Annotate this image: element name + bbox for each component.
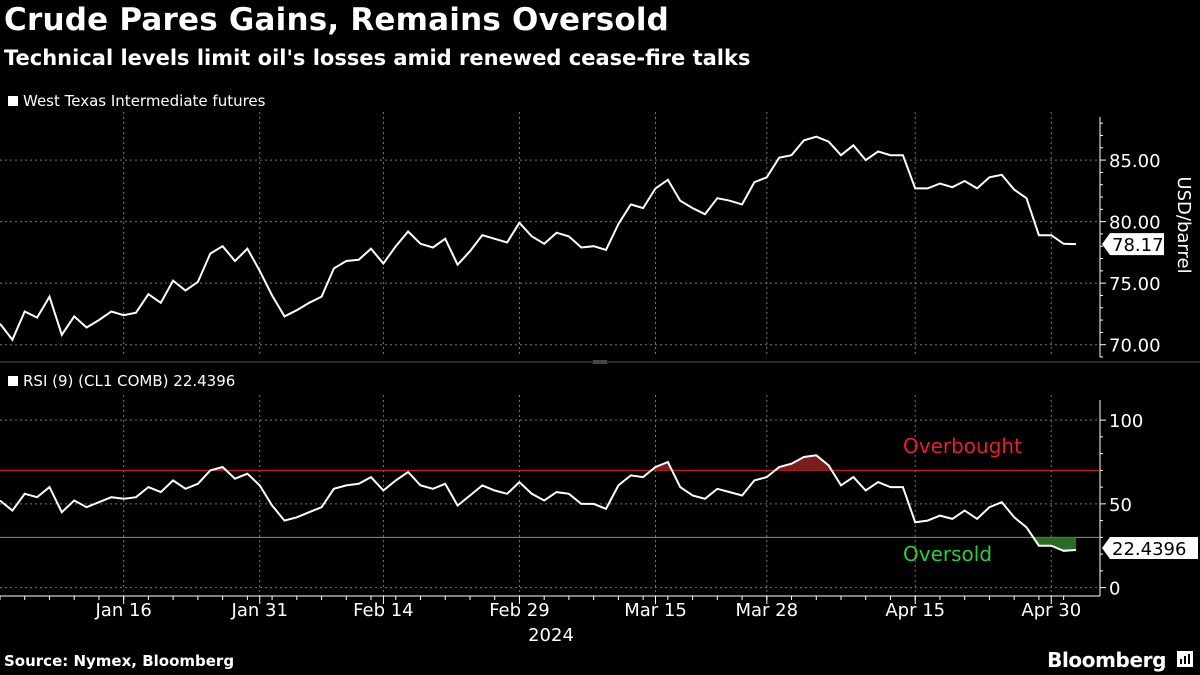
chart-subtitle: Technical levels limit oil's losses amid… bbox=[4, 46, 751, 70]
price-line bbox=[0, 135, 1077, 342]
bloomberg-terminal-icon bbox=[1177, 651, 1193, 667]
x-axis-year-label: 2024 bbox=[528, 625, 574, 646]
source-note: Source: Nymex, Bloomberg bbox=[4, 652, 235, 670]
panel-resize-handle[interactable] bbox=[593, 360, 607, 364]
price-tick-label: 75.00 bbox=[1109, 274, 1161, 295]
legend-wti: West Texas Intermediate futures bbox=[8, 92, 265, 110]
price-last-text: 78.17 bbox=[1112, 235, 1164, 256]
legend-swatch-rsi bbox=[8, 376, 18, 386]
chart-title: Crude Pares Gains, Remains Oversold bbox=[4, 2, 670, 38]
rsi-levels bbox=[0, 469, 1100, 538]
price-tick-label: 80.00 bbox=[1109, 213, 1161, 234]
rsi-tick-label: 0 bbox=[1109, 579, 1120, 600]
bloomberg-logo: Bloomberg bbox=[1047, 648, 1166, 672]
rsi-tick-label: 100 bbox=[1109, 411, 1143, 432]
rsi-grid bbox=[0, 395, 1100, 596]
legend-rsi: RSI (9) (CL1 COMB) 22.4396 bbox=[8, 372, 235, 390]
rsi-line bbox=[0, 454, 1077, 552]
rsi-last-text: 22.4396 bbox=[1112, 539, 1186, 560]
x-tick-label: Jan 16 bbox=[94, 600, 151, 621]
rsi-last-value: 22.4396 bbox=[1102, 537, 1198, 560]
x-tick-label: Apr 30 bbox=[1021, 600, 1081, 621]
price-tick-label: 70.00 bbox=[1109, 336, 1161, 357]
x-tick-label: Mar 15 bbox=[624, 600, 687, 621]
overbought-label: Overbought bbox=[903, 434, 1022, 458]
rsi-last-box bbox=[1102, 537, 1198, 560]
legend-swatch-wti bbox=[8, 96, 18, 106]
x-tick-label: Jan 31 bbox=[231, 600, 288, 621]
price-last-value: 78.17 bbox=[1102, 233, 1164, 256]
overbought-fill bbox=[775, 455, 832, 471]
price-y-axis-label: USD/barrel bbox=[1173, 176, 1194, 273]
x-tick-label: Feb 14 bbox=[353, 600, 414, 621]
legend-label-rsi: RSI (9) (CL1 COMB) 22.4396 bbox=[23, 372, 236, 390]
rsi-y-axis: 0 50 100 bbox=[1099, 400, 1143, 600]
legend-label-wti: West Texas Intermediate futures bbox=[23, 92, 266, 110]
overbought-fill bbox=[651, 461, 672, 471]
oversold-fill bbox=[1033, 537, 1076, 551]
price-last-box bbox=[1102, 233, 1164, 256]
rsi-fills bbox=[210, 455, 1076, 551]
rsi-tick-label: 50 bbox=[1109, 495, 1132, 516]
x-tick-label: Apr 15 bbox=[885, 600, 945, 621]
x-tick-label: Feb 29 bbox=[489, 600, 550, 621]
price-tick-label: 85.00 bbox=[1109, 151, 1161, 172]
x-tick-label: Mar 28 bbox=[736, 600, 799, 621]
oversold-label: Oversold bbox=[903, 542, 992, 566]
price-grid bbox=[0, 112, 1100, 357]
price-y-axis: 70.00 75.00 80.00 85.00 bbox=[1099, 117, 1161, 358]
x-axis: Jan 16 Jan 31 Feb 14 Feb 29 Mar 15 Mar 28 Apr … bbox=[0, 595, 1100, 621]
